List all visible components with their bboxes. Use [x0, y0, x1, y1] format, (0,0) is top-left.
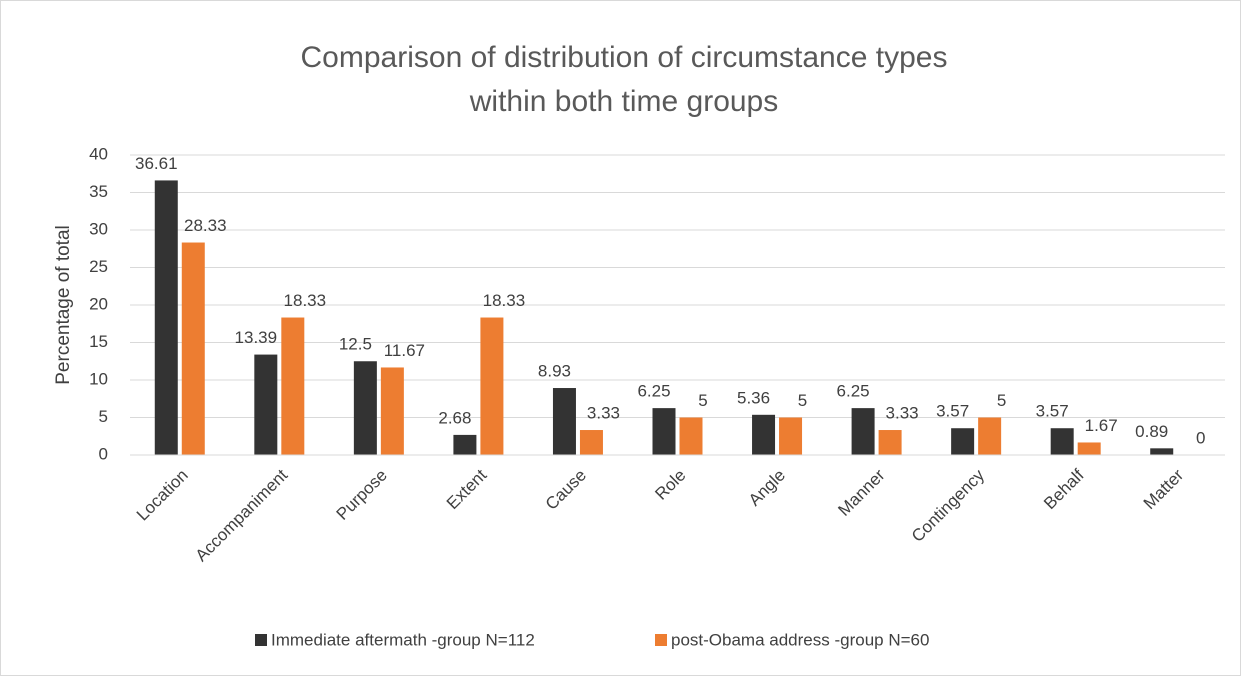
- x-tick-label: Behalf: [1040, 465, 1088, 513]
- y-tick-label: 40: [89, 144, 108, 163]
- y-tick-label: 35: [89, 182, 108, 201]
- data-label: 8.93: [538, 362, 571, 381]
- data-label: 0: [1196, 428, 1205, 447]
- data-label: 3.33: [587, 404, 620, 423]
- data-label: 6.25: [837, 382, 870, 401]
- bar: [181, 242, 205, 455]
- bar: [552, 388, 576, 455]
- data-label: 0.89: [1135, 422, 1168, 441]
- x-tick-label: Accompaniment: [192, 465, 292, 565]
- data-label: 3.57: [936, 402, 969, 421]
- y-tick-label: 15: [89, 332, 108, 351]
- chart-title: Comparison of distribution of circumstan…: [300, 41, 948, 118]
- bar: [978, 417, 1002, 455]
- x-tick-label: Role: [651, 466, 689, 504]
- data-label: 13.39: [235, 328, 278, 347]
- y-tick-label: 0: [99, 444, 108, 463]
- bar: [851, 408, 875, 455]
- x-tick-label: Contingency: [908, 465, 989, 546]
- bar: [254, 354, 278, 455]
- x-tick-label: Cause: [542, 466, 590, 514]
- x-tick-label: Matter: [1140, 465, 1188, 513]
- legend-swatch: [655, 634, 667, 646]
- y-tick-label: 5: [99, 407, 108, 426]
- x-tick-label: Location: [133, 466, 192, 525]
- bar: [1150, 448, 1174, 455]
- bar: [679, 417, 703, 455]
- data-label: 5: [997, 391, 1006, 410]
- bar: [779, 417, 803, 455]
- bar: [453, 434, 477, 455]
- x-tick-label: Angle: [745, 466, 789, 510]
- legend-label: post-Obama address -group N=60: [671, 630, 929, 649]
- bar: [353, 361, 377, 455]
- bar: [281, 317, 305, 455]
- data-label: 5.36: [737, 388, 770, 407]
- data-label: 3.33: [886, 404, 919, 423]
- y-tick-label: 10: [89, 369, 108, 388]
- bar: [951, 428, 975, 455]
- bar: [380, 367, 404, 455]
- y-tick-label: 25: [89, 257, 108, 276]
- data-label: 11.67: [384, 341, 425, 360]
- x-tick-label: Manner: [834, 465, 888, 519]
- y-tick-label: 20: [89, 294, 108, 313]
- data-label: 18.33: [284, 291, 327, 310]
- y-tick-label: 30: [89, 219, 108, 238]
- data-label: 36.61: [135, 154, 178, 173]
- data-label: 3.57: [1036, 402, 1069, 421]
- data-label: 28.33: [184, 216, 227, 235]
- data-label: 12.5: [339, 335, 372, 354]
- data-label: 5: [698, 391, 707, 410]
- bar: [1077, 442, 1101, 455]
- legend-swatch: [255, 634, 267, 646]
- x-tick-label: Extent: [443, 465, 491, 513]
- data-label: 1.67: [1085, 416, 1118, 435]
- x-tick-label: Purpose: [333, 466, 391, 524]
- bar: [579, 430, 603, 455]
- legend-label: Immediate aftermath -group N=112: [271, 630, 535, 649]
- bar: [154, 180, 178, 456]
- data-label: 6.25: [637, 382, 670, 401]
- bar: [480, 317, 504, 455]
- data-label: 2.68: [438, 408, 471, 427]
- data-label: 18.33: [483, 291, 526, 310]
- bar: [878, 430, 902, 455]
- y-axis-label: Percentage of total: [53, 225, 74, 385]
- data-label: 5: [798, 391, 807, 410]
- bar: [1050, 428, 1074, 455]
- bar: [652, 408, 676, 455]
- bar: [752, 414, 776, 455]
